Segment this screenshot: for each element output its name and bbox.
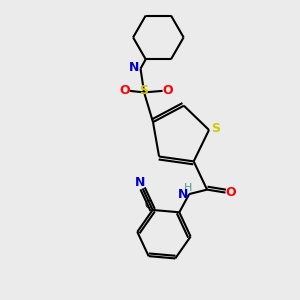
Text: O: O — [163, 84, 173, 98]
Text: N: N — [129, 61, 139, 74]
Text: S: S — [211, 122, 220, 135]
Text: O: O — [226, 186, 236, 199]
Text: C: C — [145, 200, 152, 210]
Text: H: H — [184, 183, 192, 193]
Text: N: N — [135, 176, 145, 189]
Text: O: O — [119, 84, 130, 98]
Text: N: N — [178, 188, 188, 201]
Text: S: S — [140, 84, 148, 97]
